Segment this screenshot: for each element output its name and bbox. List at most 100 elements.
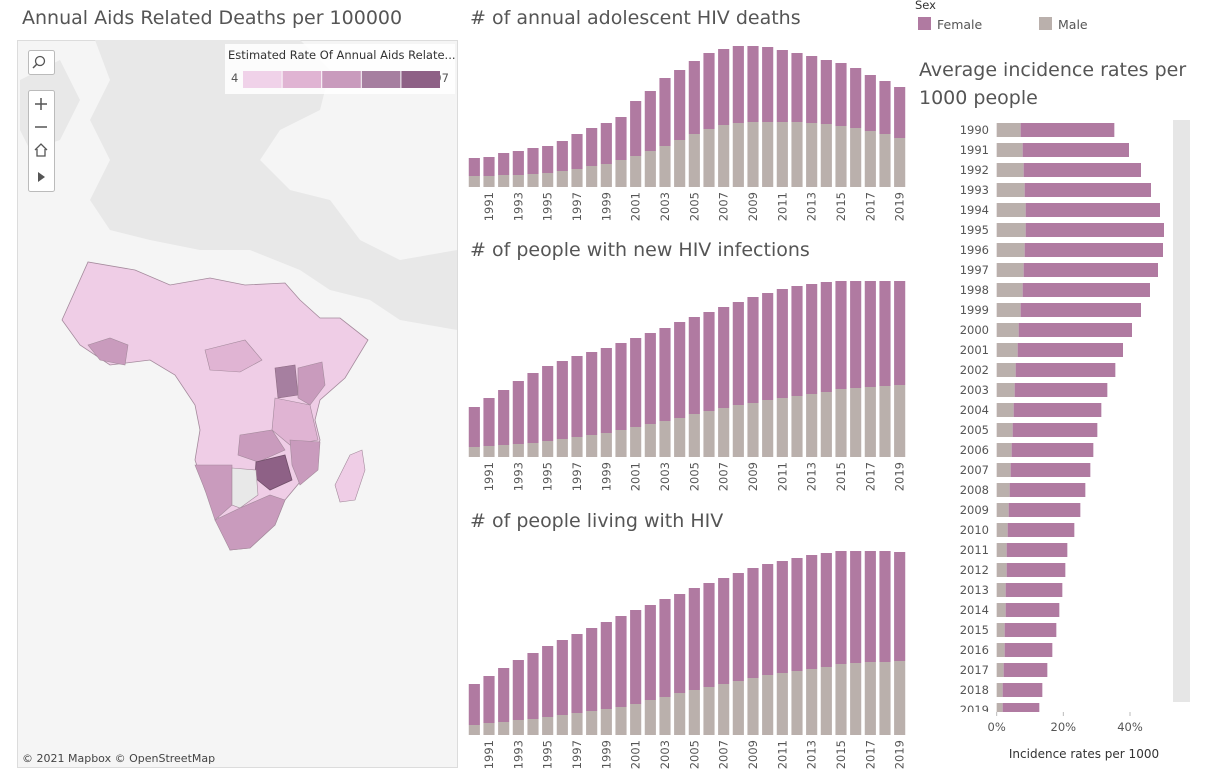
x-tick-label: 2015 — [834, 740, 848, 769]
bar-segment — [747, 403, 759, 457]
bar-segment — [718, 307, 730, 408]
bar-segment — [659, 599, 671, 697]
x-tick-label: 1991 — [482, 462, 496, 491]
scrollbar[interactable] — [1173, 120, 1190, 702]
bar-segment — [1004, 623, 1057, 637]
madagascar — [334, 449, 366, 503]
bar-segment — [894, 87, 906, 138]
bar-segment — [747, 46, 759, 122]
bar-segment — [542, 366, 554, 441]
bar-segment — [776, 398, 788, 457]
bar-segment — [996, 503, 1009, 517]
y-tick-label: 1998 — [960, 283, 989, 297]
map-legend-ramp — [243, 71, 440, 88]
bar-segment — [996, 263, 1024, 277]
bar-segment — [996, 483, 1010, 497]
x-tick-label: 2001 — [629, 462, 643, 491]
y-tick-label: 1993 — [960, 183, 989, 197]
map-zoom-controls[interactable] — [28, 90, 55, 192]
x-tick-label: 2013 — [805, 192, 819, 221]
bar-segment — [864, 131, 876, 187]
bar-segment — [850, 551, 862, 663]
bar-segment — [674, 140, 686, 187]
country — [194, 464, 233, 521]
bar-segment — [791, 558, 803, 671]
bar-segment — [762, 400, 774, 457]
x-tick-label: 1997 — [570, 192, 584, 221]
bar-segment — [1013, 403, 1102, 417]
x-tick-label: 1997 — [570, 462, 584, 491]
x-tick-label: 2001 — [629, 740, 643, 769]
bar-segment — [703, 312, 715, 411]
legend-swatch — [401, 71, 440, 88]
bar-segment — [791, 671, 803, 735]
bar-segment — [542, 441, 554, 457]
bar-segment — [527, 174, 539, 187]
bar-segment — [586, 628, 598, 711]
bar-segment — [586, 166, 598, 187]
bar-segment — [644, 424, 656, 457]
bar-segment — [996, 403, 1014, 417]
bar-segment — [542, 646, 554, 717]
bar-segment — [571, 169, 583, 187]
bar-segment — [835, 551, 847, 664]
bar-segment — [1011, 443, 1094, 457]
bar-segment — [996, 583, 1006, 597]
legend-swatch — [918, 17, 931, 30]
bar-segment — [879, 551, 891, 662]
x-tick-label: 1993 — [511, 462, 525, 491]
land-europe — [90, 40, 457, 330]
y-tick-label: 2012 — [960, 563, 989, 577]
bar-segment — [527, 443, 539, 457]
x-tick-label: 2013 — [805, 740, 819, 769]
bar-segment — [806, 123, 818, 187]
bar-segment — [630, 427, 642, 457]
bar-segment — [776, 50, 788, 122]
y-tick-label: 2010 — [960, 523, 989, 537]
bar-segment — [996, 443, 1012, 457]
x-tick-label: 2017 — [863, 462, 877, 491]
bar-segment — [659, 146, 671, 187]
bar-segment — [806, 284, 818, 394]
map[interactable]: Estimated Rate Of Annual Aids Relate... … — [17, 40, 458, 768]
bar-segment — [600, 348, 612, 433]
bar-segment — [571, 437, 583, 457]
bar-segment — [1006, 543, 1068, 557]
bar-segment — [542, 173, 554, 187]
bar-segment — [762, 122, 774, 187]
bar-segment — [1018, 323, 1132, 337]
x-tick-label: 1995 — [541, 192, 555, 221]
bar-segment — [996, 183, 1025, 197]
bar-segment — [996, 203, 1026, 217]
bar-segment — [512, 175, 524, 187]
map-search-button[interactable] — [28, 50, 55, 75]
bar-segment — [1025, 203, 1160, 217]
bar-segment — [718, 684, 730, 735]
bar-segment — [732, 573, 744, 681]
bar-segment — [879, 662, 891, 735]
y-tick-label: 1992 — [960, 163, 989, 177]
bar-segment — [894, 552, 906, 661]
bar-segment — [718, 125, 730, 187]
y-tick-label: 1994 — [960, 203, 989, 217]
bar-segment — [630, 156, 642, 187]
legend-label: Male — [1058, 17, 1088, 32]
bar-segment — [498, 722, 510, 735]
x-tick-label: 2003 — [658, 740, 672, 769]
bar-segment — [718, 408, 730, 457]
x-tick-label: 1999 — [599, 192, 613, 221]
y-tick-label: 2000 — [960, 323, 989, 337]
x-tick-label: 2015 — [834, 192, 848, 221]
bar-segment — [600, 164, 612, 187]
map-legend-min: 4 — [231, 71, 238, 85]
bar-segment — [571, 356, 583, 437]
x-tick-label: 2003 — [658, 192, 672, 221]
x-tick-label: 2009 — [746, 462, 760, 491]
bar-segment — [586, 435, 598, 457]
x-tick-label: 1993 — [511, 192, 525, 221]
bar-segment — [996, 383, 1015, 397]
bar-segment — [806, 56, 818, 123]
legend[interactable]: Female Male — [918, 17, 1088, 32]
bar-segment — [996, 283, 1023, 297]
